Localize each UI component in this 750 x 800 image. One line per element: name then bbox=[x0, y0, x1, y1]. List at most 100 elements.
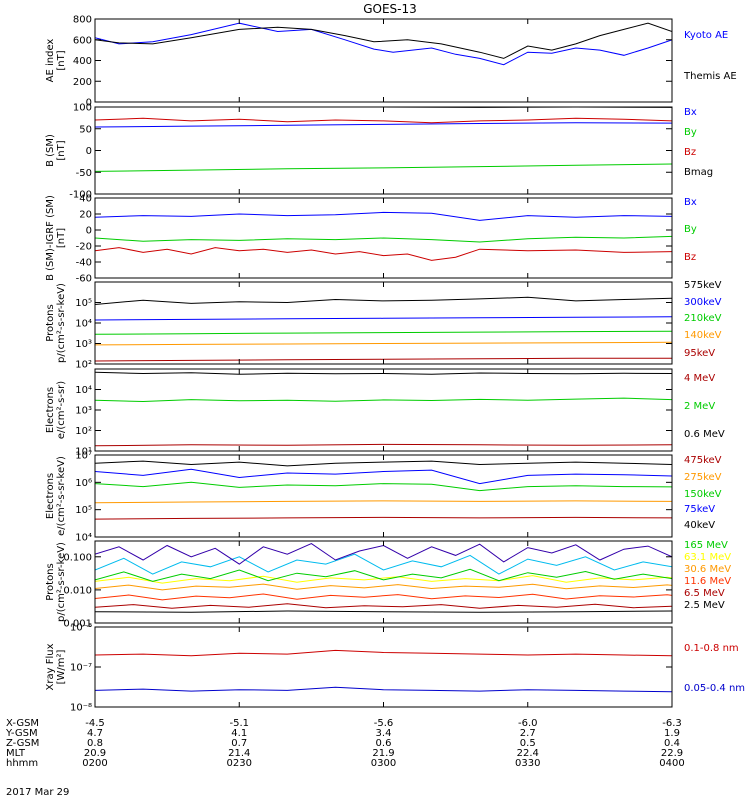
series-line-150kev bbox=[95, 481, 672, 492]
ephemeris-value: 0400 bbox=[659, 758, 684, 769]
y-tick-label: 10¹ bbox=[75, 447, 92, 458]
panel-frame bbox=[94, 368, 673, 452]
y-axis-label: Electronse/(cm²-s-sr) bbox=[45, 381, 67, 439]
series-line-63-1-mev bbox=[95, 575, 672, 584]
y-tick-label: 10³ bbox=[75, 406, 92, 417]
y-tick-label: 40 bbox=[79, 194, 92, 205]
ephemeris-value: 22.9 bbox=[661, 748, 683, 759]
y-tick-label: 10⁶ bbox=[75, 478, 92, 489]
ephemeris-value: 4.7 bbox=[87, 728, 103, 739]
y-axis-label-line2: [nT] bbox=[56, 228, 67, 248]
y-axis-label-line2: [nT] bbox=[56, 50, 67, 70]
ephemeris-row-label: MLT bbox=[6, 748, 26, 759]
panel-frame bbox=[94, 540, 673, 624]
y-tick-label: 10⁻⁸ bbox=[70, 703, 92, 714]
y-axis-label-line1: Electrons bbox=[45, 473, 56, 519]
y-axis-label-line2: p/(cm²-s-sr-keV) bbox=[56, 542, 67, 622]
series-line-themis-ae bbox=[95, 22, 672, 59]
y-tick-label: -60 bbox=[76, 274, 92, 285]
series-line-433-mev bbox=[95, 553, 672, 575]
series-line-bz bbox=[95, 117, 672, 124]
legend-entry: Bz bbox=[684, 252, 696, 263]
y-tick-label: 10⁻⁷ bbox=[70, 663, 92, 674]
ephemeris-row-label: hhmm bbox=[6, 758, 38, 769]
ephemeris-value: 3.4 bbox=[376, 728, 392, 739]
y-tick-label: 10⁵ bbox=[75, 505, 92, 516]
ephemeris-value: 21.9 bbox=[372, 748, 394, 759]
series-line-by bbox=[95, 235, 672, 243]
y-tick-label: 100 bbox=[73, 103, 92, 114]
ephemeris-value: 0230 bbox=[227, 758, 252, 769]
y-tick-label: -20 bbox=[76, 242, 92, 253]
ephemeris-value: -6.0 bbox=[518, 718, 538, 729]
series-line-575kev bbox=[95, 296, 672, 305]
legend-entry: Themis AE bbox=[683, 71, 737, 82]
y-tick-label: 10² bbox=[75, 426, 92, 437]
legend-entry: By bbox=[684, 127, 697, 138]
date-label: 2017 Mar 29 bbox=[6, 787, 69, 798]
series-line-0-6-mev bbox=[95, 371, 672, 375]
y-axis-label-line1: B (SM)-IGRF (SM) bbox=[45, 195, 56, 281]
legend-entry: 40keV bbox=[684, 520, 715, 531]
series-line-kyoto-ae bbox=[95, 22, 672, 66]
y-axis-label: Electronse/(cm²-s-sr-keV) bbox=[45, 456, 67, 536]
legend-entry: Bx bbox=[684, 197, 697, 208]
y-tick-label: 400 bbox=[73, 56, 92, 67]
y-tick-label: 10⁵ bbox=[75, 298, 92, 309]
legend-entry: 0.05-0.4 nm bbox=[684, 683, 745, 694]
ephemeris-value: 0.8 bbox=[87, 738, 103, 749]
y-tick-label: 10⁴ bbox=[75, 533, 92, 544]
y-tick-label: 10⁷ bbox=[75, 451, 92, 462]
ephemeris-value: 20.9 bbox=[84, 748, 106, 759]
legend-entry: 575keV bbox=[684, 280, 722, 291]
series-line-bx bbox=[95, 211, 672, 221]
panel-4: 10² 10³ 10⁴ 10⁵ Protonsp/(cm²-s-sr-keV) 575ke… bbox=[45, 280, 722, 371]
panel-frame bbox=[94, 454, 673, 538]
ephemeris-value: 0.4 bbox=[664, 738, 680, 749]
legend-entry: 210keV bbox=[684, 313, 722, 324]
legend-entry: 0.1-0.8 nm bbox=[684, 643, 739, 654]
y-tick-label: 10² bbox=[75, 360, 92, 371]
y-axis-label: Protonsp/(cm²-s-sr-keV) bbox=[45, 283, 67, 363]
y-tick-label: -50 bbox=[76, 168, 92, 179]
ephemeris-value: -4.5 bbox=[85, 718, 105, 729]
legend-entry: 4 MeV bbox=[684, 373, 715, 384]
series-line-165-mev bbox=[95, 568, 672, 582]
ephemeris-value: 0300 bbox=[371, 758, 396, 769]
series-line-4-mev bbox=[95, 443, 672, 447]
legend-entry: 475keV bbox=[684, 455, 722, 466]
y-tick-label: 0 bbox=[86, 226, 92, 237]
y-axis-label-line1: Protons bbox=[45, 304, 56, 341]
y-tick-label: 200 bbox=[73, 77, 92, 88]
legend-entry: 95keV bbox=[684, 348, 715, 359]
legend-entry: 11.6 MeV bbox=[684, 576, 731, 587]
panel-frame bbox=[94, 626, 673, 708]
y-tick-label: 10⁻⁶ bbox=[70, 623, 92, 634]
legend-entry: Bmag bbox=[684, 167, 713, 178]
ephemeris-value: 1.9 bbox=[664, 728, 680, 739]
x-axis-labels: X-GSM -4.5 -5.1 -5.6 -6.0 -6.3 Y-GSM 4.7 4.1 3.4 2… bbox=[5, 718, 685, 769]
ephemeris-value: 2.7 bbox=[520, 728, 536, 739]
y-tick-label: 0 bbox=[86, 98, 92, 109]
y-axis-label-line2: e/(cm²-s-sr-keV) bbox=[56, 456, 67, 536]
legend-entry: 75keV bbox=[684, 504, 715, 515]
series-line-bz bbox=[95, 247, 672, 261]
legend-entry: 150keV bbox=[684, 489, 722, 500]
panel-frame bbox=[94, 18, 673, 103]
legend-entry: 275keV bbox=[684, 472, 722, 483]
series-line-6-5-mev bbox=[95, 603, 672, 609]
series-line-bx bbox=[95, 122, 672, 128]
y-tick-label: 600 bbox=[73, 35, 92, 46]
series-line-75kev bbox=[95, 468, 672, 485]
series-line-0-05-0-4-nm bbox=[95, 686, 672, 693]
ephemeris-value: -6.3 bbox=[662, 718, 682, 729]
legend-entry: 63.1 MeV bbox=[684, 552, 731, 563]
ephemeris-row-label: X-GSM bbox=[6, 718, 39, 729]
series-line-2-5-mev bbox=[95, 610, 672, 613]
legend-entry: 140keV bbox=[684, 330, 722, 341]
y-tick-label: -40 bbox=[76, 258, 92, 269]
y-axis-label-line2: e/(cm²-s-sr) bbox=[56, 381, 67, 439]
ephemeris-value: -5.6 bbox=[374, 718, 394, 729]
